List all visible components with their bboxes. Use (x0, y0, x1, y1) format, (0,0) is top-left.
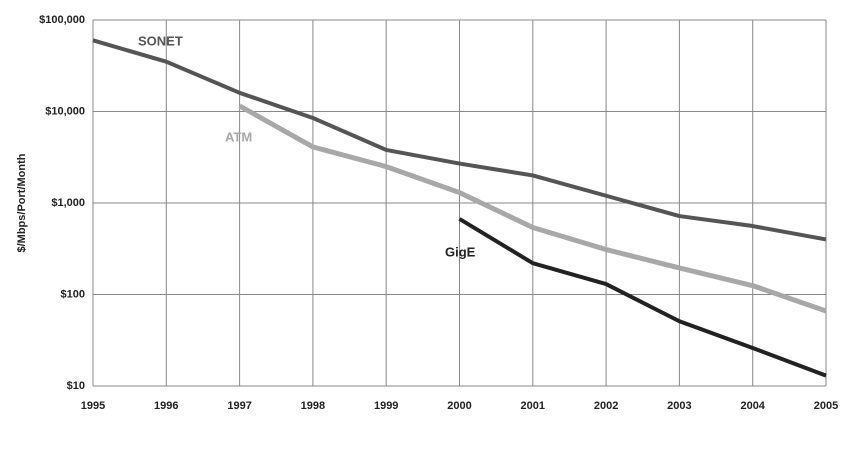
y-tick-label: $100 (61, 288, 85, 300)
y-tick-label: $10,000 (45, 105, 85, 117)
y-axis-label: $/Mbps/Port/Month (16, 153, 28, 252)
series-label: SONET (138, 33, 183, 48)
series-line (92, 38, 827, 242)
x-tick-label: 1999 (374, 400, 398, 412)
y-tick-label: $1,000 (51, 197, 85, 209)
series-line (238, 103, 827, 314)
x-tick-label: 2001 (521, 400, 545, 412)
x-tick-label: 2005 (814, 400, 838, 412)
y-tick-label: $100,000 (39, 14, 85, 26)
x-tick-label: 1997 (227, 400, 251, 412)
x-tick-label: 1998 (301, 400, 325, 412)
series-label: ATM (225, 129, 252, 144)
x-tick-label: 1995 (81, 400, 105, 412)
series-line (458, 217, 827, 378)
x-tick-label: 2004 (740, 400, 765, 412)
x-tick-label: 2003 (667, 400, 691, 412)
x-tick-label: 2002 (594, 400, 618, 412)
x-tick-label: 1996 (154, 400, 178, 412)
y-tick-label: $10 (67, 380, 85, 392)
series-label: GigE (445, 244, 476, 259)
x-tick-label: 2000 (447, 400, 471, 412)
